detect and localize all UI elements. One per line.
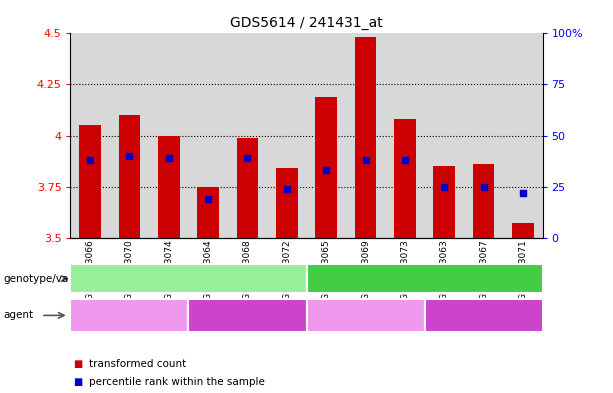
Point: [400, 157, 409, 163]
Bar: [70, 33, 110, 238]
Point: [282, 185, 292, 192]
Point: [243, 155, 253, 161]
Bar: [276, 168, 298, 238]
Point: [479, 184, 489, 190]
Text: control: control: [229, 310, 265, 320]
Bar: [110, 33, 149, 238]
Point: [204, 196, 213, 202]
Bar: [149, 33, 189, 238]
Text: agent: agent: [3, 310, 33, 320]
Point: [440, 184, 449, 190]
Bar: [473, 164, 494, 238]
Bar: [355, 37, 376, 238]
Bar: [503, 33, 543, 238]
Bar: [228, 33, 267, 238]
Bar: [158, 136, 180, 238]
Point: [85, 157, 95, 163]
Bar: [237, 138, 258, 238]
Bar: [79, 125, 101, 238]
Text: control: control: [405, 274, 444, 284]
Text: percentile rank within the sample: percentile rank within the sample: [89, 377, 265, 387]
Text: all-trans retinoic acid: all-trans retinoic acid: [310, 310, 421, 320]
Bar: [394, 119, 416, 238]
Bar: [464, 33, 503, 238]
Text: ■: ■: [74, 358, 83, 369]
Bar: [433, 166, 455, 238]
Bar: [119, 115, 140, 238]
Point: [321, 167, 331, 173]
Point: [124, 153, 134, 159]
Bar: [346, 33, 385, 238]
Point: [518, 190, 528, 196]
Bar: [306, 33, 346, 238]
Text: all-trans retinoic
acid: all-trans retinoic acid: [86, 305, 172, 326]
Bar: [385, 33, 424, 238]
Text: transformed count: transformed count: [89, 358, 186, 369]
Bar: [315, 97, 337, 238]
Point: [164, 155, 173, 161]
Text: EVI1 overexpression: EVI1 overexpression: [132, 274, 245, 284]
Bar: [189, 33, 228, 238]
Text: ■: ■: [74, 377, 83, 387]
Bar: [424, 33, 464, 238]
Bar: [267, 33, 306, 238]
Title: GDS5614 / 241431_at: GDS5614 / 241431_at: [230, 16, 383, 29]
Bar: [197, 187, 219, 238]
Point: [360, 157, 370, 163]
Text: control: control: [465, 310, 501, 320]
Text: genotype/variation: genotype/variation: [3, 274, 102, 284]
Bar: [512, 224, 534, 238]
